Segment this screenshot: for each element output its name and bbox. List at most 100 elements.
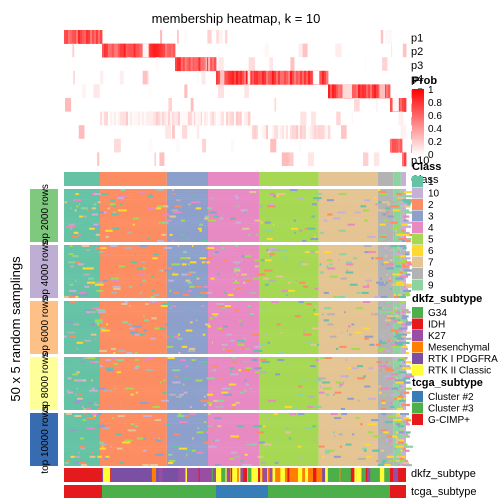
membership-cell: [396, 138, 399, 153]
sampling-cell: [166, 303, 208, 306]
sampling-cell: [284, 427, 288, 430]
sampling-cell: [100, 433, 167, 436]
sampling-cell: [64, 267, 100, 270]
tcga-subtype-segment: [102, 485, 216, 498]
sampling-cell: [323, 307, 332, 310]
sampling-cell: [377, 317, 394, 320]
group-separator: [64, 242, 406, 245]
sampling-cell: [293, 245, 299, 248]
sampling-cell: [259, 333, 319, 336]
membership-cell: [306, 70, 309, 85]
sampling-cell: [185, 449, 191, 452]
sampling-cell: [401, 365, 411, 368]
sampling-cell: [259, 225, 319, 228]
dkfz-legend-swatch: [412, 341, 423, 353]
sampling-cell: [64, 205, 100, 208]
class-segment-7: [318, 172, 378, 186]
sampling-cell: [400, 407, 406, 411]
sampling-cell: [259, 211, 319, 214]
sampling-cell: [318, 253, 378, 256]
sampling-cell: [301, 231, 310, 235]
sampling-cell: [177, 337, 183, 340]
sampling-cell: [208, 193, 260, 196]
sampling-cell: [273, 195, 280, 198]
sampling-cell: [185, 223, 191, 226]
sampling-cell: [279, 351, 285, 355]
sampling-cell: [395, 437, 399, 440]
sampling-cell: [397, 307, 406, 310]
sampling-cell: [180, 219, 186, 222]
sampling-cell: [377, 301, 394, 304]
sampling-cell: [82, 223, 91, 226]
membership-cell: [159, 43, 162, 58]
membership-cell: [146, 111, 153, 126]
sampling-cell: [100, 405, 167, 409]
sampling-cell: [402, 439, 407, 442]
sampling-cell: [287, 281, 291, 284]
sampling-cell: [321, 313, 325, 316]
sampling-cell: [166, 239, 208, 243]
sampling-cell: [178, 447, 188, 450]
sampling-cell: [310, 237, 319, 241]
sampling-cell: [166, 455, 208, 459]
sampling-cell: [76, 341, 83, 345]
membership-cell: [92, 30, 95, 44]
membership-cell: [268, 125, 271, 140]
sampling-cell: [305, 229, 310, 233]
sampling-cell: [393, 211, 401, 214]
membership-cell: [400, 98, 403, 112]
sampling-cell: [118, 209, 127, 212]
sampling-cell: [100, 361, 167, 364]
sampling-cell: [259, 271, 319, 274]
sampling-cell: [364, 337, 369, 340]
sampling-cell: [264, 229, 273, 233]
sampling-cell: [166, 321, 208, 324]
sampling-cell: [166, 217, 208, 220]
sampling-cell: [261, 361, 270, 364]
sampling-cell: [86, 311, 91, 314]
sampling-cell: [98, 257, 106, 260]
sampling-cell: [400, 453, 406, 457]
sampling-cell: [100, 417, 167, 420]
sampling-cell: [318, 213, 378, 216]
sampling-cell: [196, 319, 198, 322]
sampling-cell: [208, 313, 260, 316]
sampling-cell: [152, 405, 161, 409]
sampling-cell: [64, 327, 100, 330]
sampling-cell: [128, 285, 133, 289]
sampling-cell: [405, 213, 407, 216]
sampling-cell: [319, 357, 327, 360]
sampling-cell: [147, 207, 156, 210]
sampling-cell: [161, 221, 169, 224]
sampling-cell: [64, 203, 100, 206]
sampling-cell: [318, 217, 378, 220]
sampling-cell: [255, 407, 259, 411]
sampling-cell: [318, 269, 378, 272]
sampling-cell: [380, 449, 385, 452]
sampling-cell: [208, 421, 260, 424]
sampling-cell: [76, 335, 85, 338]
sampling-cell: [377, 205, 394, 208]
sampling-cell: [303, 333, 312, 336]
sampling-cell: [377, 249, 394, 252]
sampling-cell: [315, 305, 317, 308]
sampling-cell: [147, 195, 154, 198]
sampling-cell: [396, 423, 402, 426]
sampling-cell: [318, 291, 378, 295]
sampling-cell: [141, 437, 146, 440]
sampling-cell: [189, 261, 197, 264]
sampling-cell: [396, 389, 405, 392]
sampling-cell: [74, 455, 81, 459]
tcga-legend-label: Cluster #3: [428, 404, 474, 415]
sampling-cell: [243, 281, 246, 284]
sampling-cell: [256, 431, 265, 434]
sampling-cell: [377, 395, 394, 398]
sampling-cell: [318, 421, 378, 424]
membership-cell: [269, 57, 273, 71]
sampling-cell: [86, 417, 96, 420]
sampling-cell: [154, 327, 160, 330]
sampling-cell: [73, 231, 79, 235]
membership-cell: [300, 111, 307, 126]
sampling-cell: [225, 387, 231, 390]
sampling-cell: [349, 283, 358, 286]
